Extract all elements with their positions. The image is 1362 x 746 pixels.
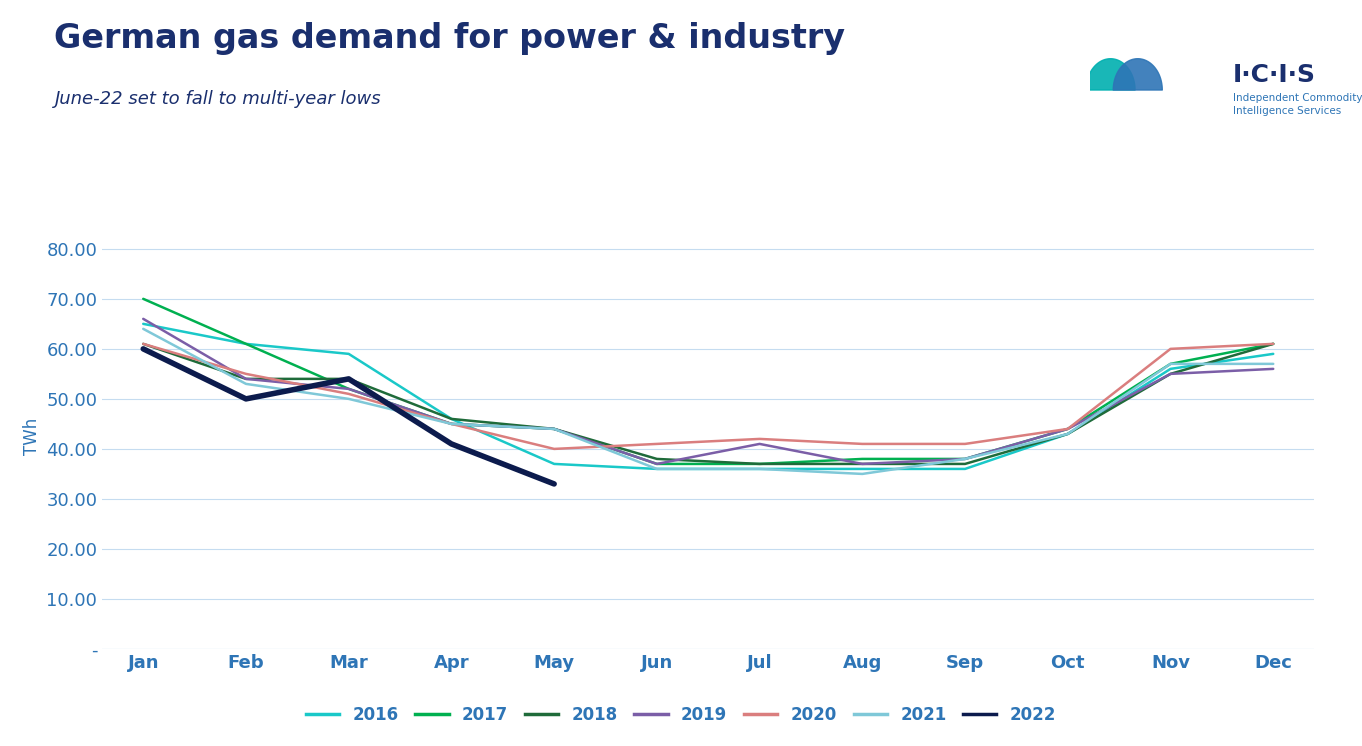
2017 bbox=[443, 419, 459, 428]
2019 bbox=[443, 419, 459, 428]
2018 bbox=[443, 415, 459, 424]
2016 bbox=[546, 460, 563, 468]
2016 bbox=[957, 465, 974, 474]
2018 bbox=[1060, 430, 1076, 439]
Line: 2021: 2021 bbox=[143, 329, 1273, 474]
2018 bbox=[957, 460, 974, 468]
2017 bbox=[135, 295, 151, 304]
2022 bbox=[135, 345, 151, 354]
2020 bbox=[957, 439, 974, 448]
2019 bbox=[854, 460, 870, 468]
2020 bbox=[340, 389, 357, 398]
2021 bbox=[1265, 360, 1282, 369]
Line: 2017: 2017 bbox=[143, 299, 1273, 464]
2017 bbox=[854, 454, 870, 463]
2020 bbox=[546, 445, 563, 454]
2016 bbox=[443, 415, 459, 424]
2019 bbox=[1265, 364, 1282, 373]
Line: 2020: 2020 bbox=[143, 344, 1273, 449]
Line: 2022: 2022 bbox=[143, 349, 554, 484]
Y-axis label: TWh: TWh bbox=[23, 418, 41, 455]
Line: 2016: 2016 bbox=[143, 324, 1273, 469]
2018 bbox=[1265, 339, 1282, 348]
2019 bbox=[546, 424, 563, 433]
Text: I·C·I·S: I·C·I·S bbox=[1233, 63, 1316, 87]
2021 bbox=[957, 454, 974, 463]
2021 bbox=[1162, 360, 1178, 369]
2019 bbox=[752, 439, 768, 448]
2020 bbox=[648, 439, 665, 448]
2017 bbox=[648, 460, 665, 468]
2016 bbox=[238, 339, 255, 348]
2021 bbox=[1060, 430, 1076, 439]
2019 bbox=[135, 314, 151, 323]
2016 bbox=[1162, 364, 1178, 373]
2016 bbox=[854, 465, 870, 474]
Legend: 2016, 2017, 2018, 2019, 2020, 2021, 2022: 2016, 2017, 2018, 2019, 2020, 2021, 2022 bbox=[300, 699, 1062, 730]
2020 bbox=[135, 339, 151, 348]
2017 bbox=[1060, 424, 1076, 433]
2017 bbox=[752, 460, 768, 468]
2018 bbox=[340, 374, 357, 383]
2021 bbox=[752, 465, 768, 474]
2021 bbox=[648, 465, 665, 474]
2020 bbox=[1265, 339, 1282, 348]
2018 bbox=[1162, 369, 1178, 378]
2020 bbox=[752, 434, 768, 443]
Line: 2018: 2018 bbox=[143, 344, 1273, 464]
2016 bbox=[1060, 430, 1076, 439]
2020 bbox=[1162, 345, 1178, 354]
2021 bbox=[854, 469, 870, 478]
2021 bbox=[238, 380, 255, 389]
2019 bbox=[1060, 424, 1076, 433]
Text: German gas demand for power & industry: German gas demand for power & industry bbox=[54, 22, 846, 55]
2017 bbox=[340, 384, 357, 393]
2017 bbox=[1162, 360, 1178, 369]
2019 bbox=[1162, 369, 1178, 378]
2021 bbox=[546, 424, 563, 433]
2021 bbox=[135, 325, 151, 333]
2016 bbox=[752, 465, 768, 474]
2022 bbox=[340, 374, 357, 383]
2020 bbox=[1060, 424, 1076, 433]
2017 bbox=[546, 424, 563, 433]
2019 bbox=[957, 454, 974, 463]
2019 bbox=[648, 460, 665, 468]
2018 bbox=[752, 460, 768, 468]
2017 bbox=[957, 454, 974, 463]
2016 bbox=[340, 349, 357, 358]
2022 bbox=[443, 439, 459, 448]
2017 bbox=[238, 339, 255, 348]
Text: June-22 set to fall to multi-year lows: June-22 set to fall to multi-year lows bbox=[54, 90, 381, 107]
Text: Independent Commodity
Intelligence Services: Independent Commodity Intelligence Servi… bbox=[1233, 93, 1362, 116]
2016 bbox=[1265, 349, 1282, 358]
2016 bbox=[135, 319, 151, 328]
2020 bbox=[854, 439, 870, 448]
2019 bbox=[340, 384, 357, 393]
2022 bbox=[238, 395, 255, 404]
2019 bbox=[238, 374, 255, 383]
2016 bbox=[648, 465, 665, 474]
2021 bbox=[443, 419, 459, 428]
2022 bbox=[546, 480, 563, 489]
2017 bbox=[1265, 339, 1282, 348]
2018 bbox=[854, 460, 870, 468]
2018 bbox=[546, 424, 563, 433]
2020 bbox=[238, 369, 255, 378]
2021 bbox=[340, 395, 357, 404]
2018 bbox=[648, 454, 665, 463]
2018 bbox=[238, 374, 255, 383]
Line: 2019: 2019 bbox=[143, 319, 1273, 464]
2020 bbox=[443, 419, 459, 428]
2018 bbox=[135, 339, 151, 348]
